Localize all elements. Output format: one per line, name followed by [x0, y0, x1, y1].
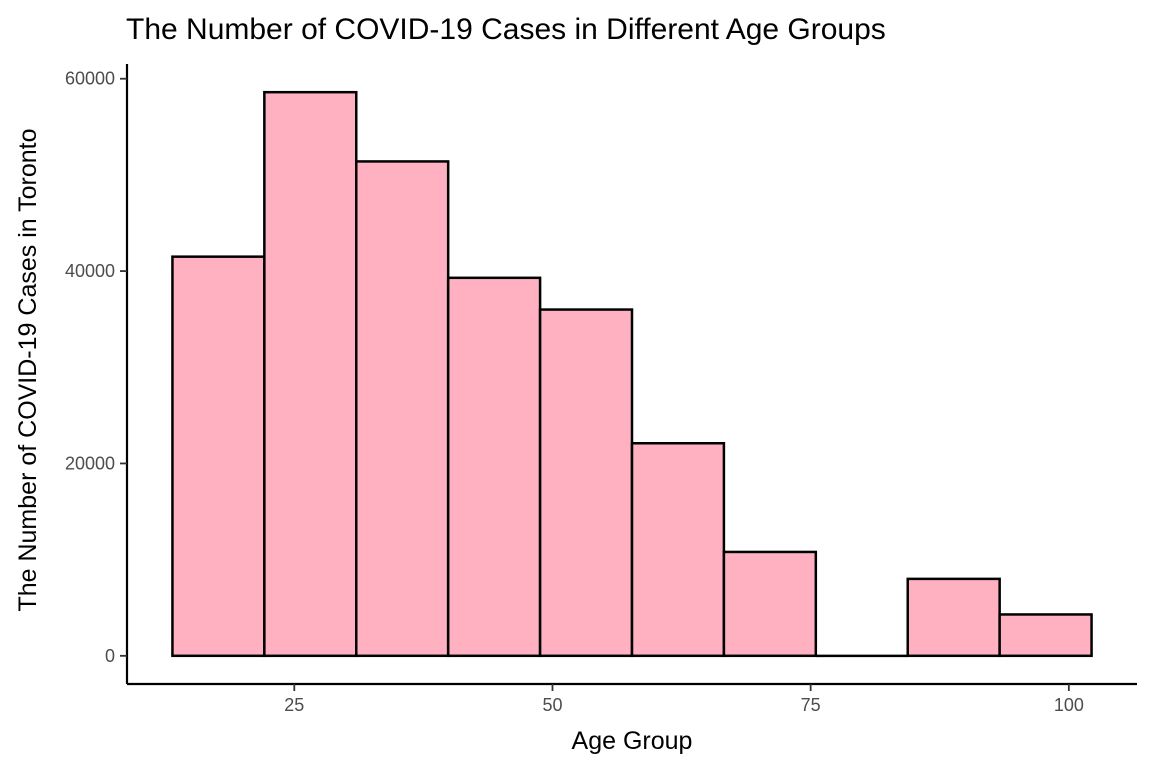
axes-group: 25 50 75 100 0 20000 40000 60000 — [65, 64, 1137, 715]
x-tick-label: 50 — [542, 695, 562, 715]
histogram-bar-9 — [906, 577, 1001, 658]
y-axis-title: The Number of COVID-19 Cases in Toronto — [14, 128, 42, 611]
x-tick-label: 75 — [801, 695, 821, 715]
histogram-bar-6 — [630, 442, 726, 658]
histogram-bar-1 — [171, 255, 266, 658]
histogram-bar-10 — [998, 613, 1093, 658]
x-tick-label: 100 — [1054, 695, 1084, 715]
histogram-bar-7 — [722, 550, 818, 658]
bars-group — [171, 90, 1093, 658]
y-tick-label: 60000 — [65, 69, 115, 89]
chart-title: The Number of COVID-19 Cases in Differen… — [126, 13, 886, 46]
histogram-bar-3 — [355, 160, 450, 658]
x-axis-title: Age Group — [572, 727, 693, 755]
histogram-bar-4 — [446, 276, 542, 658]
y-tick-label: 40000 — [65, 261, 115, 281]
y-tick-label: 20000 — [65, 453, 115, 473]
y-tick-label: 0 — [105, 646, 115, 666]
x-tick-label: 25 — [284, 695, 304, 715]
histogram-bar-2 — [263, 90, 358, 658]
histogram-bar-5 — [538, 308, 634, 658]
